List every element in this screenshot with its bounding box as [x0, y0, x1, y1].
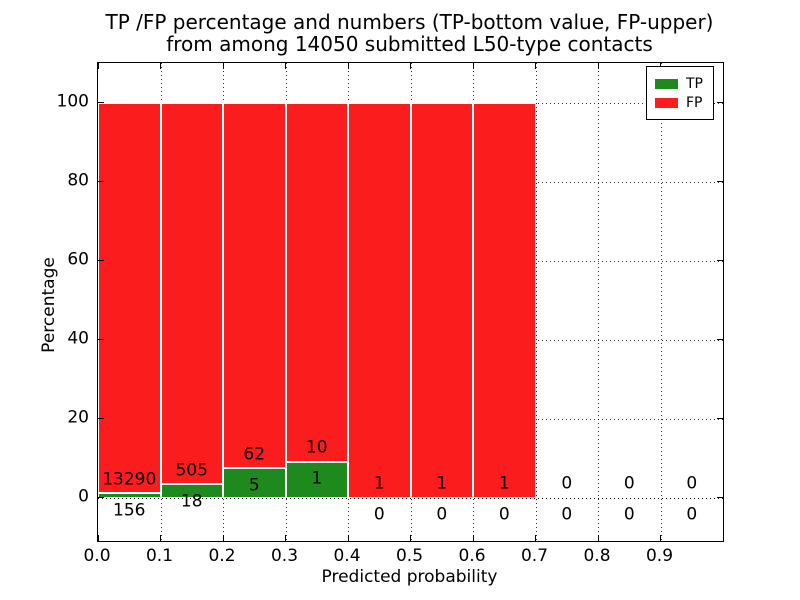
tp-count-label: 0 — [436, 504, 448, 525]
x-tick-top — [285, 63, 287, 69]
x-tick-label: 0.7 — [520, 546, 549, 566]
tp-count-label: 156 — [113, 500, 146, 521]
legend-item: TP — [655, 75, 713, 92]
bar-tp-segment — [285, 461, 348, 498]
fp-count-label: 1 — [373, 473, 385, 494]
fp-count-label: 1 — [498, 473, 510, 494]
x-tick-label: 0.3 — [270, 546, 299, 566]
fp-count-label: 10 — [305, 437, 328, 458]
x-tick-bottom — [472, 535, 474, 541]
x-axis-label: Predicted probability — [321, 567, 498, 587]
x-tick-bottom — [535, 535, 537, 541]
gridline-vertical — [660, 63, 662, 541]
gridline-vertical — [598, 63, 599, 541]
y-tick-label: 60 — [67, 249, 89, 270]
x-tick-top — [410, 63, 412, 69]
x-tick-label: 0.5 — [395, 546, 424, 566]
bar-tp-segment — [98, 492, 161, 498]
y-tick-left — [98, 339, 104, 341]
y-tick-label: 80 — [67, 170, 89, 190]
tp-count-label: 18 — [180, 491, 203, 512]
fp-count-label: 13290 — [102, 469, 157, 490]
y-tick-left — [98, 102, 104, 104]
x-tick-label: 0.2 — [208, 546, 236, 566]
y-tick-label: 20 — [67, 407, 89, 428]
bar-fp-segment — [473, 102, 536, 498]
x-tick-label: 0.8 — [583, 546, 611, 566]
y-tick-right — [717, 260, 723, 262]
y-tick-label: 100 — [56, 91, 89, 111]
fp-count-label: 0 — [561, 473, 573, 494]
chart-title-line2: from among 14050 submitted L50-type cont… — [166, 32, 653, 56]
x-tick-bottom — [347, 535, 349, 541]
bar-fp-segment — [285, 102, 348, 462]
tp-count-label: 0 — [498, 504, 510, 525]
plot-area: 13290 156 505 18 62 5 10 1 1 0 1 0 1 0 0 0 0 0 0 0 — [97, 62, 724, 542]
x-tick-bottom — [160, 535, 162, 541]
tp-legend-swatch — [655, 78, 678, 89]
legend: TP FP — [646, 66, 714, 120]
x-tick-label: 0.4 — [333, 546, 361, 566]
y-tick-left — [98, 181, 104, 183]
y-tick-right — [717, 497, 723, 499]
bar-fp-segment — [98, 102, 161, 493]
x-tick-top — [97, 63, 99, 69]
tp-count-label: 5 — [248, 475, 260, 496]
fp-legend-swatch — [655, 97, 678, 108]
x-tick-bottom — [222, 535, 224, 541]
y-tick-left — [98, 497, 104, 499]
bar-fp-segment — [410, 102, 473, 498]
bar-tp-segment — [160, 483, 223, 498]
legend-label: FP — [686, 94, 703, 111]
tp-count-label: 0 — [686, 504, 698, 525]
fp-count-label: 0 — [623, 473, 635, 494]
tp-count-label: 0 — [561, 504, 573, 525]
x-tick-label: 0.9 — [645, 546, 674, 566]
x-tick-bottom — [660, 535, 662, 541]
x-tick-label: 0.0 — [83, 546, 111, 566]
x-tick-top — [535, 63, 537, 69]
fp-count-label: 0 — [686, 473, 698, 494]
tp-count-label: 0 — [623, 504, 635, 525]
gridline-vertical — [535, 63, 537, 541]
fp-count-label: 505 — [175, 460, 208, 481]
bar-fp-segment — [348, 102, 411, 498]
bar-fp-segment — [223, 102, 286, 469]
x-tick-bottom — [285, 535, 287, 541]
x-tick-bottom — [597, 535, 599, 541]
x-tick-top — [597, 63, 599, 69]
legend-label: TP — [686, 75, 703, 92]
x-tick-top — [347, 63, 349, 69]
tp-count-label: 0 — [373, 504, 385, 525]
fp-count-label: 1 — [436, 473, 448, 494]
y-tick-right — [717, 339, 723, 341]
y-tick-right — [717, 102, 723, 104]
x-tick-bottom — [97, 535, 99, 541]
x-tick-top — [222, 63, 224, 69]
legend-item: FP — [655, 94, 713, 111]
x-tick-label: 0.6 — [458, 546, 486, 566]
x-tick-bottom — [410, 535, 412, 541]
x-tick-top — [472, 63, 474, 69]
y-tick-label: 0 — [78, 486, 89, 507]
x-tick-top — [160, 63, 162, 69]
bar-fp-segment — [160, 102, 223, 484]
x-tick-label: 0.1 — [145, 546, 174, 566]
y-tick-left — [98, 260, 104, 262]
zero-gridline — [98, 497, 723, 499]
y-tick-right — [717, 181, 723, 183]
chart-title-line1: TP /FP percentage and numbers (TP-bottom… — [105, 10, 714, 34]
fp-count-label: 62 — [243, 444, 266, 465]
y-tick-right — [717, 418, 723, 420]
chart-title: TP /FP percentage and numbers (TP-bottom… — [97, 11, 722, 55]
y-tick-left — [98, 418, 104, 420]
bar-tp-segment — [223, 468, 286, 498]
tp-count-label: 1 — [311, 468, 323, 489]
y-tick-label: 40 — [67, 328, 89, 349]
